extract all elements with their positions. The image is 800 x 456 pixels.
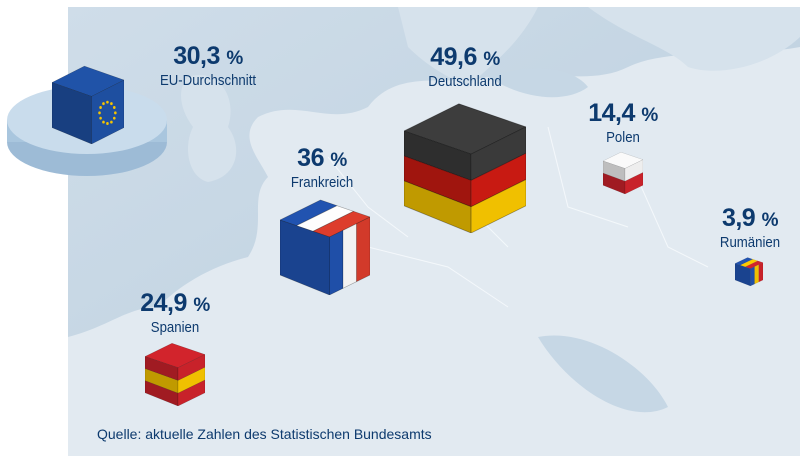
cube-top-stripe: [312, 211, 370, 238]
value-number: 3,9: [721, 204, 756, 232]
cube-right-stripe: [329, 229, 344, 295]
value: 30,3 %: [153, 43, 262, 72]
country-name: Deutschland: [428, 73, 502, 90]
eu-star-icon: [106, 122, 109, 125]
uk-land: [181, 75, 237, 182]
country-name: Frankreich: [290, 174, 354, 191]
value-number: 24,9: [140, 289, 187, 317]
eu-star-icon: [98, 111, 101, 115]
cube-right-stripe: [470, 152, 526, 208]
source-note: Quelle: aktuelle Zahlen des Statistische…: [97, 426, 432, 442]
value-unit: %: [641, 105, 658, 126]
cube-right-stripe: [177, 367, 205, 394]
cube-right-stripe: [754, 264, 759, 285]
value-number: 49,6: [430, 43, 477, 71]
eu-star-icon: [110, 102, 113, 106]
cube-left-stripe: [603, 172, 626, 194]
cube-eu: [52, 65, 124, 144]
value: 24,9 %: [140, 290, 210, 319]
value-unit: %: [761, 210, 779, 231]
cube-top: [404, 103, 526, 155]
cube-right-stripe: [624, 172, 643, 194]
value-unit: %: [330, 150, 347, 171]
value: 3,9 %: [716, 205, 784, 234]
value-number: 30,3: [173, 42, 220, 70]
cube-right-stripe: [470, 126, 526, 182]
eu-star-icon: [99, 116, 102, 120]
cube-top: [145, 343, 205, 368]
cube-es: [145, 343, 205, 406]
label-ro: 3,9 % Rumänien: [716, 205, 784, 251]
cube-left-stripe: [52, 82, 92, 144]
scandinavia-land: [398, 7, 800, 87]
value: 36 %: [287, 145, 358, 174]
cube-right-stripe: [342, 223, 357, 289]
eu-star-icon: [113, 106, 116, 109]
eu-star-icon: [113, 116, 116, 120]
country-name: Rumänien: [719, 234, 781, 251]
eu-star-icon: [102, 102, 105, 106]
cube-right-stripe: [177, 354, 205, 381]
eu-star-icon: [110, 120, 113, 124]
cube-right-stripe: [91, 79, 124, 144]
cube-fr: [280, 199, 370, 295]
cube-left-stripe: [145, 380, 179, 406]
country-name: Polen: [606, 129, 640, 146]
cube-top: [603, 152, 643, 169]
land-mass: [68, 47, 800, 456]
cube-right-stripe: [758, 262, 763, 283]
value-unit: %: [193, 295, 210, 316]
eu-star-icon: [106, 100, 109, 104]
cube-top-stripe: [745, 260, 763, 269]
country-name: EU-Durchschnitt: [159, 72, 257, 89]
cube-right-stripe: [470, 179, 526, 233]
label-eu: 30,3 % EU-Durchschnitt: [153, 43, 262, 89]
value-number: 36: [297, 144, 324, 172]
value-unit: %: [483, 49, 500, 70]
sea-areas: [488, 68, 668, 413]
label-pl: 14,4 % Polen: [588, 100, 658, 146]
cube-right-stripe: [356, 216, 370, 283]
label-fr: 36 % Frankreich: [287, 145, 358, 191]
value-number: 14,4: [588, 99, 635, 127]
label-de: 49,6 % Deutschland: [423, 44, 506, 90]
cube-top: [52, 65, 124, 97]
cube-right-stripe: [177, 379, 205, 406]
cube-ro: [735, 257, 763, 286]
label-es: 24,9 % Spanien: [140, 290, 210, 336]
cube-right-stripe: [624, 159, 643, 182]
cube-de: [404, 103, 526, 233]
value-unit: %: [226, 48, 243, 69]
eu-star-icon: [99, 106, 102, 109]
eu-star-icon: [102, 120, 105, 124]
cube-left: [735, 263, 751, 286]
cube-pl: [603, 152, 643, 194]
eu-star-icon: [114, 111, 117, 115]
country-name: Spanien: [150, 319, 200, 336]
cube-left-stripe: [404, 180, 472, 233]
value: 49,6 %: [423, 44, 506, 73]
cube-right-stripe: [750, 266, 755, 286]
cube-left: [280, 219, 330, 295]
value: 14,4 %: [588, 100, 658, 129]
